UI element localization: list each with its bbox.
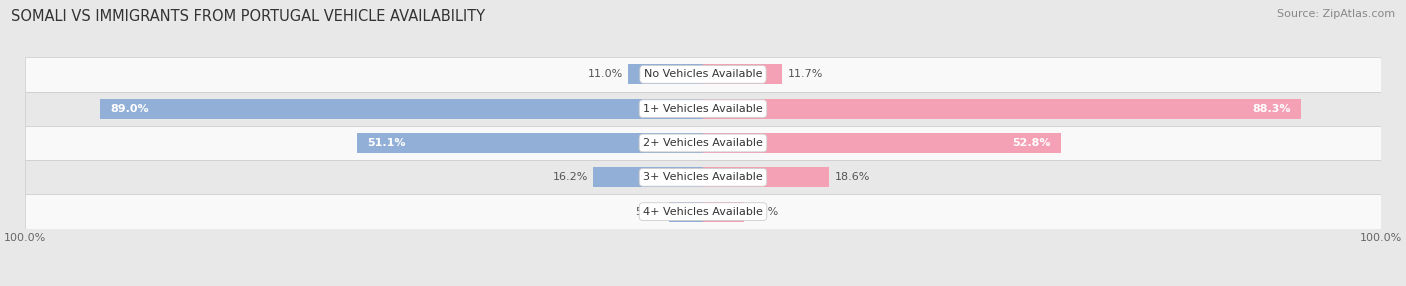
Text: 6.1%: 6.1% — [749, 207, 778, 217]
Text: 51.1%: 51.1% — [367, 138, 405, 148]
Text: 52.8%: 52.8% — [1012, 138, 1050, 148]
Text: 88.3%: 88.3% — [1253, 104, 1291, 114]
Bar — [25, 57, 1381, 92]
Text: 2+ Vehicles Available: 2+ Vehicles Available — [643, 138, 763, 148]
Bar — [703, 99, 1302, 119]
Text: 11.7%: 11.7% — [787, 69, 823, 79]
Bar — [100, 99, 703, 119]
Text: 5.0%: 5.0% — [636, 207, 664, 217]
Bar — [703, 64, 782, 84]
Bar — [25, 92, 1381, 126]
Text: 16.2%: 16.2% — [553, 172, 588, 182]
Bar — [25, 194, 1381, 229]
Bar — [25, 126, 1381, 160]
Text: 1+ Vehicles Available: 1+ Vehicles Available — [643, 104, 763, 114]
Bar — [628, 64, 703, 84]
Text: 3+ Vehicles Available: 3+ Vehicles Available — [643, 172, 763, 182]
Text: Source: ZipAtlas.com: Source: ZipAtlas.com — [1277, 9, 1395, 19]
Text: 11.0%: 11.0% — [588, 69, 623, 79]
Bar — [357, 133, 703, 153]
Bar — [703, 167, 830, 187]
Text: 89.0%: 89.0% — [110, 104, 149, 114]
Text: No Vehicles Available: No Vehicles Available — [644, 69, 762, 79]
Text: 4+ Vehicles Available: 4+ Vehicles Available — [643, 207, 763, 217]
Bar — [703, 202, 744, 222]
Bar — [593, 167, 703, 187]
Text: SOMALI VS IMMIGRANTS FROM PORTUGAL VEHICLE AVAILABILITY: SOMALI VS IMMIGRANTS FROM PORTUGAL VEHIC… — [11, 9, 485, 23]
Bar — [25, 160, 1381, 194]
Bar — [669, 202, 703, 222]
Bar — [703, 133, 1060, 153]
Text: 18.6%: 18.6% — [835, 172, 870, 182]
